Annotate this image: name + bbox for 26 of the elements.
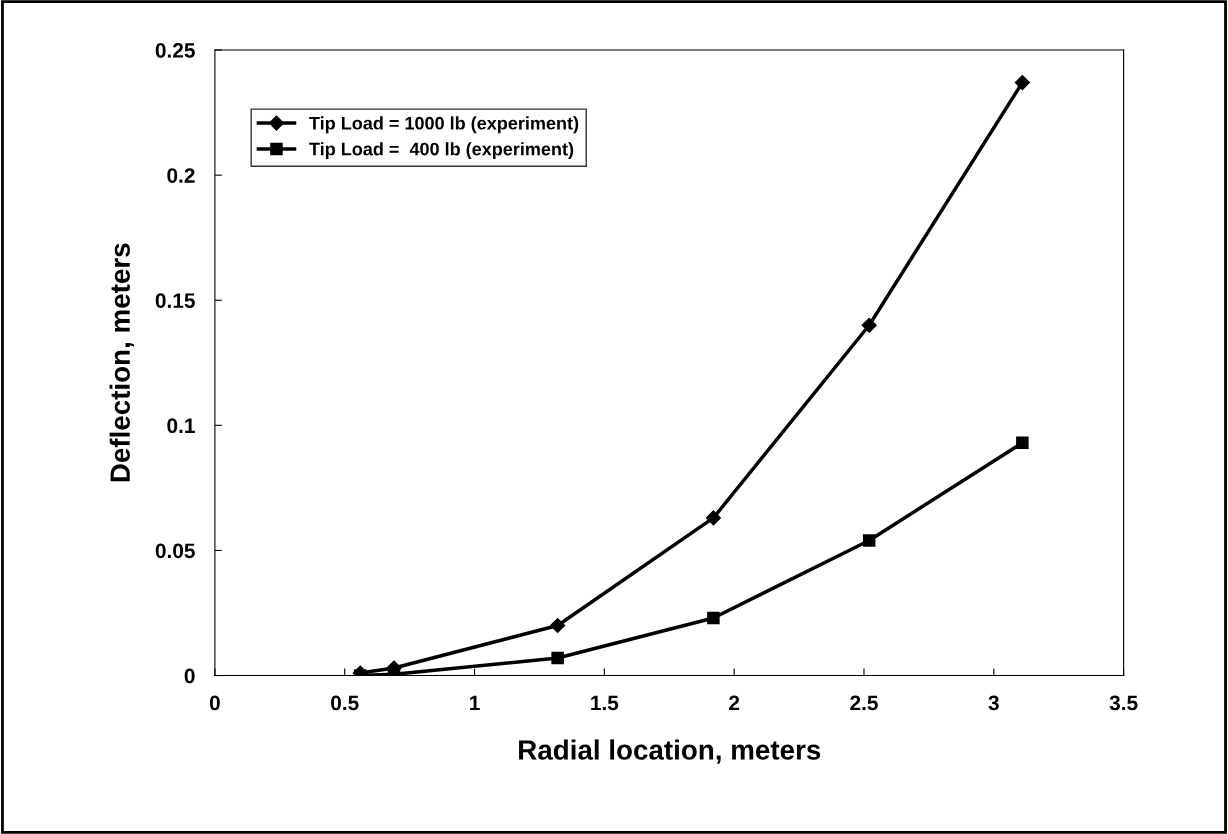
x-tick-label: 2	[729, 695, 740, 711]
point	[1016, 436, 1029, 450]
point	[707, 611, 720, 625]
point	[862, 534, 876, 547]
point	[1014, 74, 1030, 91]
y-tick-label: 0.1	[167, 418, 195, 434]
legend-label: Tip Load = 1000 lb (experiment)	[309, 116, 579, 134]
y-tick-label: 0.25	[155, 43, 195, 58]
y-tick-label: 0	[184, 668, 195, 684]
x-tick-label: 0	[209, 695, 220, 711]
x-tick-label: 2.5	[850, 695, 878, 711]
y-tick-label: 0.05	[155, 543, 195, 559]
x-tick-label: 1	[470, 695, 480, 711]
y-tick-label: 0.15	[155, 293, 195, 308]
x-tick-label: 0.5	[331, 695, 359, 711]
x-tick-label: 3.5	[1109, 695, 1138, 711]
y-tick-label: 0.2	[167, 168, 195, 183]
x-tick-label: 1.5	[591, 695, 619, 711]
x-axis-title: Radial location, meters	[519, 739, 821, 764]
point	[551, 651, 564, 665]
point	[861, 317, 877, 333]
y-axis-title: Deflection, meters	[109, 243, 134, 482]
point	[705, 510, 721, 526]
legend-label: Tip Load = 400 lb (experiment)	[309, 142, 574, 160]
point	[550, 617, 566, 634]
x-tick-label: 3	[988, 695, 999, 711]
